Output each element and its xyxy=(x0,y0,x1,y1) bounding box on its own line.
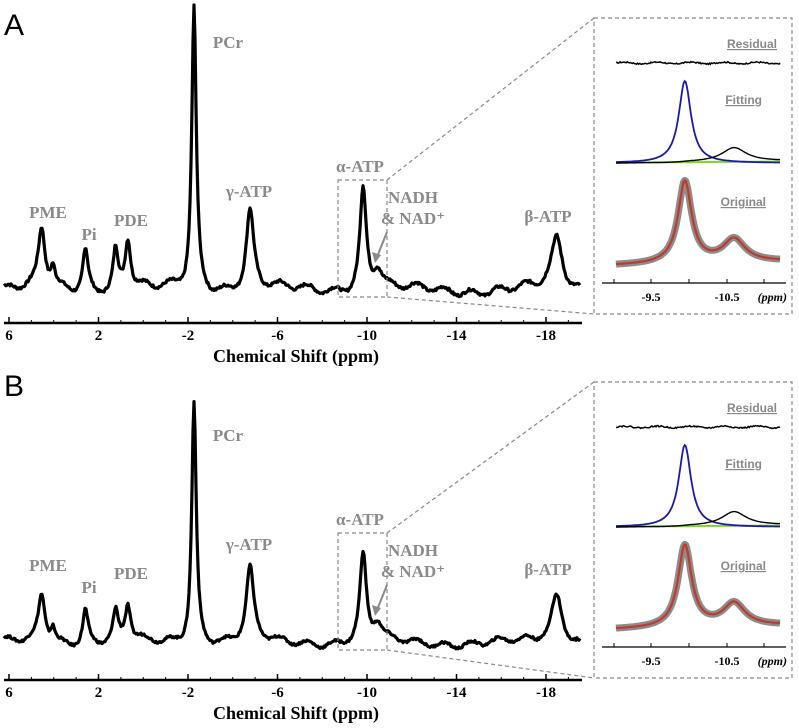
panel-B: B 6 2 -2 -6 -10 -14 -18 Chemical Shift (ppm) PME P… xyxy=(2,370,793,724)
zoom-connector xyxy=(386,296,595,315)
inset: Residual Fitting Original -9.5 -10.5 (ppm) xyxy=(602,37,787,304)
peak-label: PDE xyxy=(114,564,148,583)
inset-label-original: Original xyxy=(721,195,766,209)
inset-tick-label: -9.5 xyxy=(642,290,661,304)
inset-label-residual: Residual xyxy=(727,37,777,51)
panel-A: A 6 2 -2 -6 -10 -14 -18 Chemical Shift (ppm) PME P… xyxy=(3,3,793,367)
inset-tick-label: -9.5 xyxy=(642,654,661,668)
x-tick-label: -18 xyxy=(536,328,556,344)
zoom-connector xyxy=(386,17,595,181)
peak-label: Pi xyxy=(81,225,96,244)
inset-label-fitting: Fitting xyxy=(725,93,762,107)
zoom-box xyxy=(337,532,388,651)
zoom-connector xyxy=(386,381,595,534)
x-tick-label: 6 xyxy=(5,328,13,344)
peak-label: NADH xyxy=(388,541,438,560)
x-tick-label: -6 xyxy=(271,328,284,344)
peak-label: β-ATP xyxy=(524,207,571,226)
peak-label: PCr xyxy=(213,33,244,52)
peak-label: γ-ATP xyxy=(225,182,272,201)
inset-unit-label: (ppm) xyxy=(758,290,787,304)
x-tick-label: 6 xyxy=(5,685,13,701)
peak-label: PDE xyxy=(114,211,148,230)
panel-letter: A xyxy=(4,9,24,42)
inset: Residual Fitting Original -9.5 -10.5 (ppm) xyxy=(602,401,787,668)
x-tick-label: -10 xyxy=(357,328,377,344)
peak-label: & NAD⁺ xyxy=(381,562,445,581)
original-trace xyxy=(615,543,781,630)
x-tick-label: -2 xyxy=(182,685,195,701)
inset-tick-label: -10.5 xyxy=(715,654,740,668)
inset-unit-label: (ppm) xyxy=(758,654,787,668)
x-axis-title: Chemical Shift (ppm) xyxy=(213,703,379,724)
nadh-arrow xyxy=(376,584,388,611)
x-tick-label: -10 xyxy=(357,685,377,701)
nadh-arrow xyxy=(376,231,388,258)
peak-label: α-ATP xyxy=(336,157,384,176)
x-tick-label: -14 xyxy=(447,328,467,344)
fit-main-trace xyxy=(615,443,780,528)
x-axis-title: Chemical Shift (ppm) xyxy=(213,346,379,367)
x-tick-label: -2 xyxy=(182,328,195,344)
zoom-connector xyxy=(386,649,595,679)
original-trace xyxy=(615,179,781,266)
peak-label: Pi xyxy=(81,578,96,597)
inset-label-original: Original xyxy=(721,559,766,573)
residual-trace xyxy=(615,424,781,430)
peak-label: PME xyxy=(29,556,67,575)
nadh-arrowhead xyxy=(372,605,381,616)
fit-nadh-trace xyxy=(616,510,780,528)
panel-letter: B xyxy=(4,370,24,403)
peak-label: NADH xyxy=(388,188,438,207)
spectrum-line xyxy=(2,400,582,651)
peak-label: PME xyxy=(29,203,67,222)
x-tick-label: -18 xyxy=(536,685,556,701)
peak-label: α-ATP xyxy=(336,510,384,529)
inset-tick-label: -10.5 xyxy=(715,290,740,304)
inset-label-fitting: Fitting xyxy=(725,457,762,471)
x-tick-label: -6 xyxy=(271,685,284,701)
nadh-arrowhead xyxy=(372,252,381,263)
x-tick-label: -14 xyxy=(447,685,467,701)
x-tick-label: 2 xyxy=(95,685,103,701)
peak-label: β-ATP xyxy=(524,560,571,579)
fit-main-trace xyxy=(615,79,780,164)
spectrum-line xyxy=(3,3,582,299)
x-tick-label: 2 xyxy=(95,328,103,344)
residual-trace xyxy=(615,60,781,66)
inset-label-residual: Residual xyxy=(727,401,777,415)
zoom-box xyxy=(337,179,388,298)
fit-nadh-trace xyxy=(616,146,780,164)
peak-label: γ-ATP xyxy=(225,535,272,554)
peak-label: PCr xyxy=(213,426,244,445)
peak-label: & NAD⁺ xyxy=(381,209,445,228)
